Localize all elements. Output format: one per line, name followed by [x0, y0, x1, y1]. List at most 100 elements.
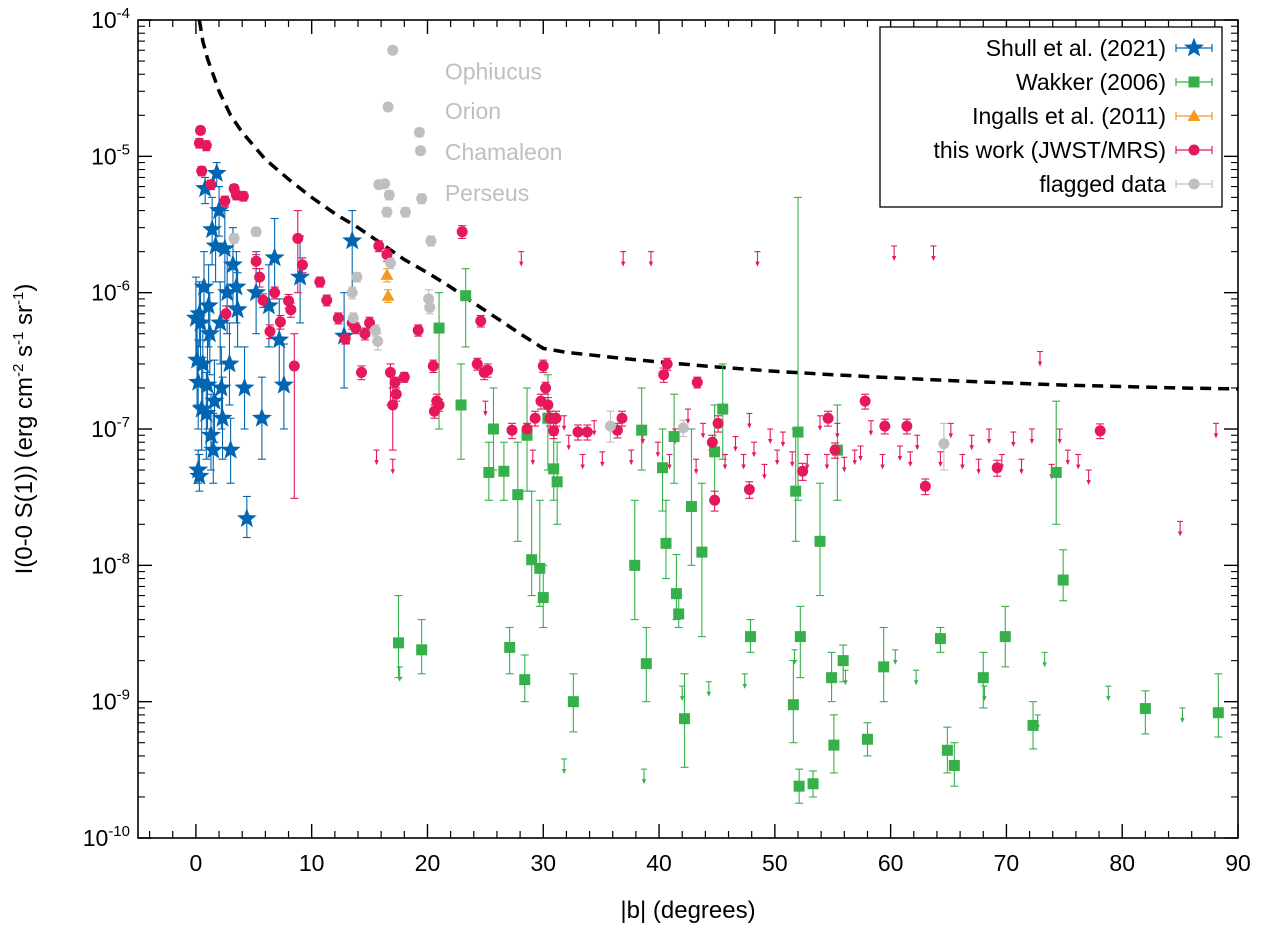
shull-et-al-2021-point [201, 424, 221, 444]
this-work-jwst-mrs-point [205, 179, 217, 191]
flagged-data-point [604, 420, 616, 432]
shull-et-al-2021-point [206, 162, 227, 182]
x-tick-label: 0 [189, 850, 202, 876]
upper-limit-arrowhead [685, 419, 691, 425]
shull-et-al-2021-point [290, 266, 311, 286]
shull-et-al-2021-point [234, 377, 255, 397]
wakker-2006-point [814, 535, 826, 547]
shull-et-al-2021-point [210, 312, 231, 332]
shull-et-al-2021-point [209, 200, 229, 220]
upper-limit-arrowhead [852, 460, 857, 466]
flagged-data-point [382, 101, 394, 113]
shull-et-al-2021-point [189, 303, 210, 323]
upper-limit-arrowhead [938, 461, 943, 467]
upper-limit-arrowhead [620, 261, 626, 267]
wakker-2006-point [696, 546, 708, 558]
upper-limit-arrowhead [768, 439, 773, 444]
legend: Shull et al. (2021) Wakker (2006) Ingalls … [879, 26, 1223, 208]
upper-limit-arrowhead [722, 464, 728, 470]
this-work-jwst-mrs-point [292, 232, 304, 244]
upper-limit-arrowhead [868, 430, 874, 436]
upper-limit-arrowhead [976, 469, 981, 475]
x-tick-label: 40 [646, 850, 672, 876]
upper-limit-arrowhead [592, 430, 597, 436]
upper-limit-arrowhead [390, 469, 395, 475]
this-work-jwst-mrs-point [572, 426, 584, 438]
wakker-2006-point [828, 739, 840, 751]
this-work-jwst-mrs-point [283, 295, 295, 307]
this-work-jwst-mrs-point [482, 364, 494, 376]
ingalls-et-al-2011-point [380, 268, 394, 280]
shull-et-al-2021-point [194, 276, 214, 296]
legend-marker [1188, 76, 1200, 88]
upper-limit-arrowhead [948, 433, 954, 439]
shull-et-al-2021-point [198, 295, 219, 315]
x-axis-label: |b| (degrees) [620, 897, 755, 924]
wakker-2006-point [668, 431, 680, 443]
upper-limit-arrowhead [1076, 464, 1081, 470]
upper-limit-arrowhead [1106, 696, 1111, 702]
this-work-jwst-mrs-point [506, 424, 518, 436]
wakker-2006-point [670, 588, 682, 600]
upper-limit-arrowhead [792, 659, 797, 665]
flagged-data-point [399, 206, 411, 218]
wakker-2006-point [640, 658, 652, 670]
wakker-2006-point [673, 608, 685, 620]
wakker-2006-point [455, 399, 467, 411]
upper-limit-arrowhead [561, 768, 567, 774]
this-work-jwst-mrs-point [398, 371, 410, 383]
upper-limits-layer [373, 245, 1219, 785]
wakker-2006-point [1057, 574, 1069, 586]
upper-limit-arrowhead [790, 461, 795, 467]
flagged-data-point [346, 287, 358, 299]
wakker-2006-point [1212, 707, 1224, 719]
this-work-jwst-mrs-point [859, 395, 871, 407]
legend-label: Ingalls et al. (2011) [972, 103, 1166, 129]
this-work-jwst-mrs-point [542, 399, 554, 411]
wakker-2006-point [636, 424, 648, 436]
this-work-jwst-mrs-point [296, 259, 308, 271]
shull-et-al-2021-point [212, 407, 233, 427]
legend-box [879, 26, 1223, 208]
wakker-2006-point [460, 290, 472, 302]
flagged-data-point [938, 438, 950, 450]
this-work-jwst-mrs-point [661, 358, 673, 370]
upper-limit-arrowhead [1037, 361, 1043, 367]
wakker-2006-point [498, 465, 510, 477]
axes-frame-layer [137, 19, 1239, 839]
upper-limit-arrowhead [580, 464, 585, 470]
this-work-jwst-mrs-point [321, 294, 333, 306]
shull-et-al-2021-point [191, 398, 212, 418]
upper-limit-arrowhead [1180, 717, 1185, 723]
region-label: Ophiucus [445, 58, 542, 84]
upper-limit-arrowhead [805, 464, 810, 470]
this-work-jwst-mrs-point [387, 399, 399, 411]
upper-limit-arrowhead [561, 425, 567, 431]
wakker-2006-point [660, 537, 672, 549]
upper-limit-arrowhead [986, 439, 992, 444]
flagged-data-point [379, 178, 391, 190]
this-work-jwst-mrs-point [359, 328, 371, 340]
this-work-jwst-mrs-point [901, 420, 913, 432]
this-work-jwst-mrs-point [314, 276, 326, 288]
legend-label: Wakker (2006) [1016, 69, 1166, 95]
x-tick-label: 80 [1109, 850, 1135, 876]
flagged-data-point [415, 145, 427, 157]
shull-et-al-2021-point [202, 219, 223, 239]
upper-limit-arrowhead [915, 445, 920, 451]
this-work-jwst-mrs-point [254, 271, 266, 283]
flagged-data-point [416, 193, 428, 205]
shull-et-al-2021-point [214, 238, 235, 258]
wakker-2006-point [679, 713, 691, 725]
x-tick-label: 10 [299, 850, 325, 876]
wakker-2006-point [521, 429, 533, 441]
upper-limit-arrowhead [891, 255, 897, 261]
flagged-data-point [425, 235, 437, 247]
this-work-jwst-mrs-point [219, 195, 231, 207]
x-tick-label: 90 [1225, 850, 1251, 876]
shull-et-al-2021-point [204, 390, 225, 410]
upper-limit-arrowhead [693, 469, 699, 475]
shull-et-al-2021-point [273, 374, 294, 394]
y-tick-label: 10-7 [91, 414, 130, 442]
shull-et-al-2021-point [219, 353, 240, 373]
